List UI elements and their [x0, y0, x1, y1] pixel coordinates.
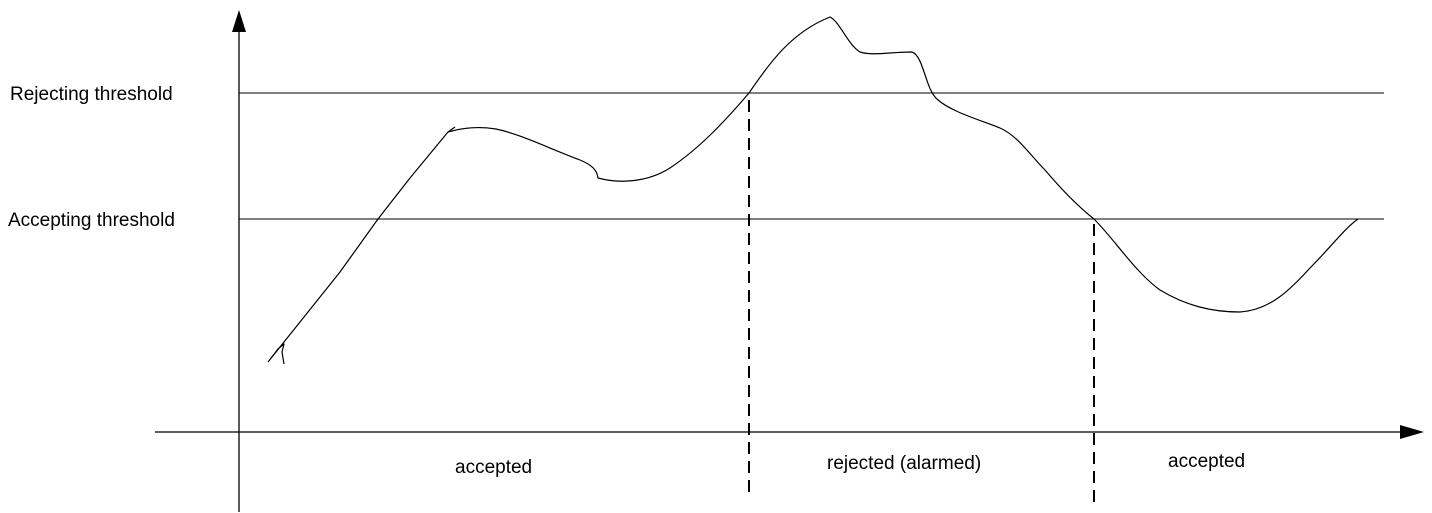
rejecting-threshold-label: Rejecting threshold [10, 84, 173, 105]
accepting-threshold-label: Accepting threshold [8, 210, 175, 231]
region-label-accepted-left: accepted [455, 457, 532, 478]
x-axis-arrowhead-icon [1400, 425, 1424, 439]
y-axis-arrowhead-icon [232, 10, 246, 32]
signal-curve [267, 16, 1359, 365]
region-label-accepted-right: accepted [1168, 451, 1245, 472]
region-label-rejected: rejected (alarmed) [827, 453, 981, 474]
